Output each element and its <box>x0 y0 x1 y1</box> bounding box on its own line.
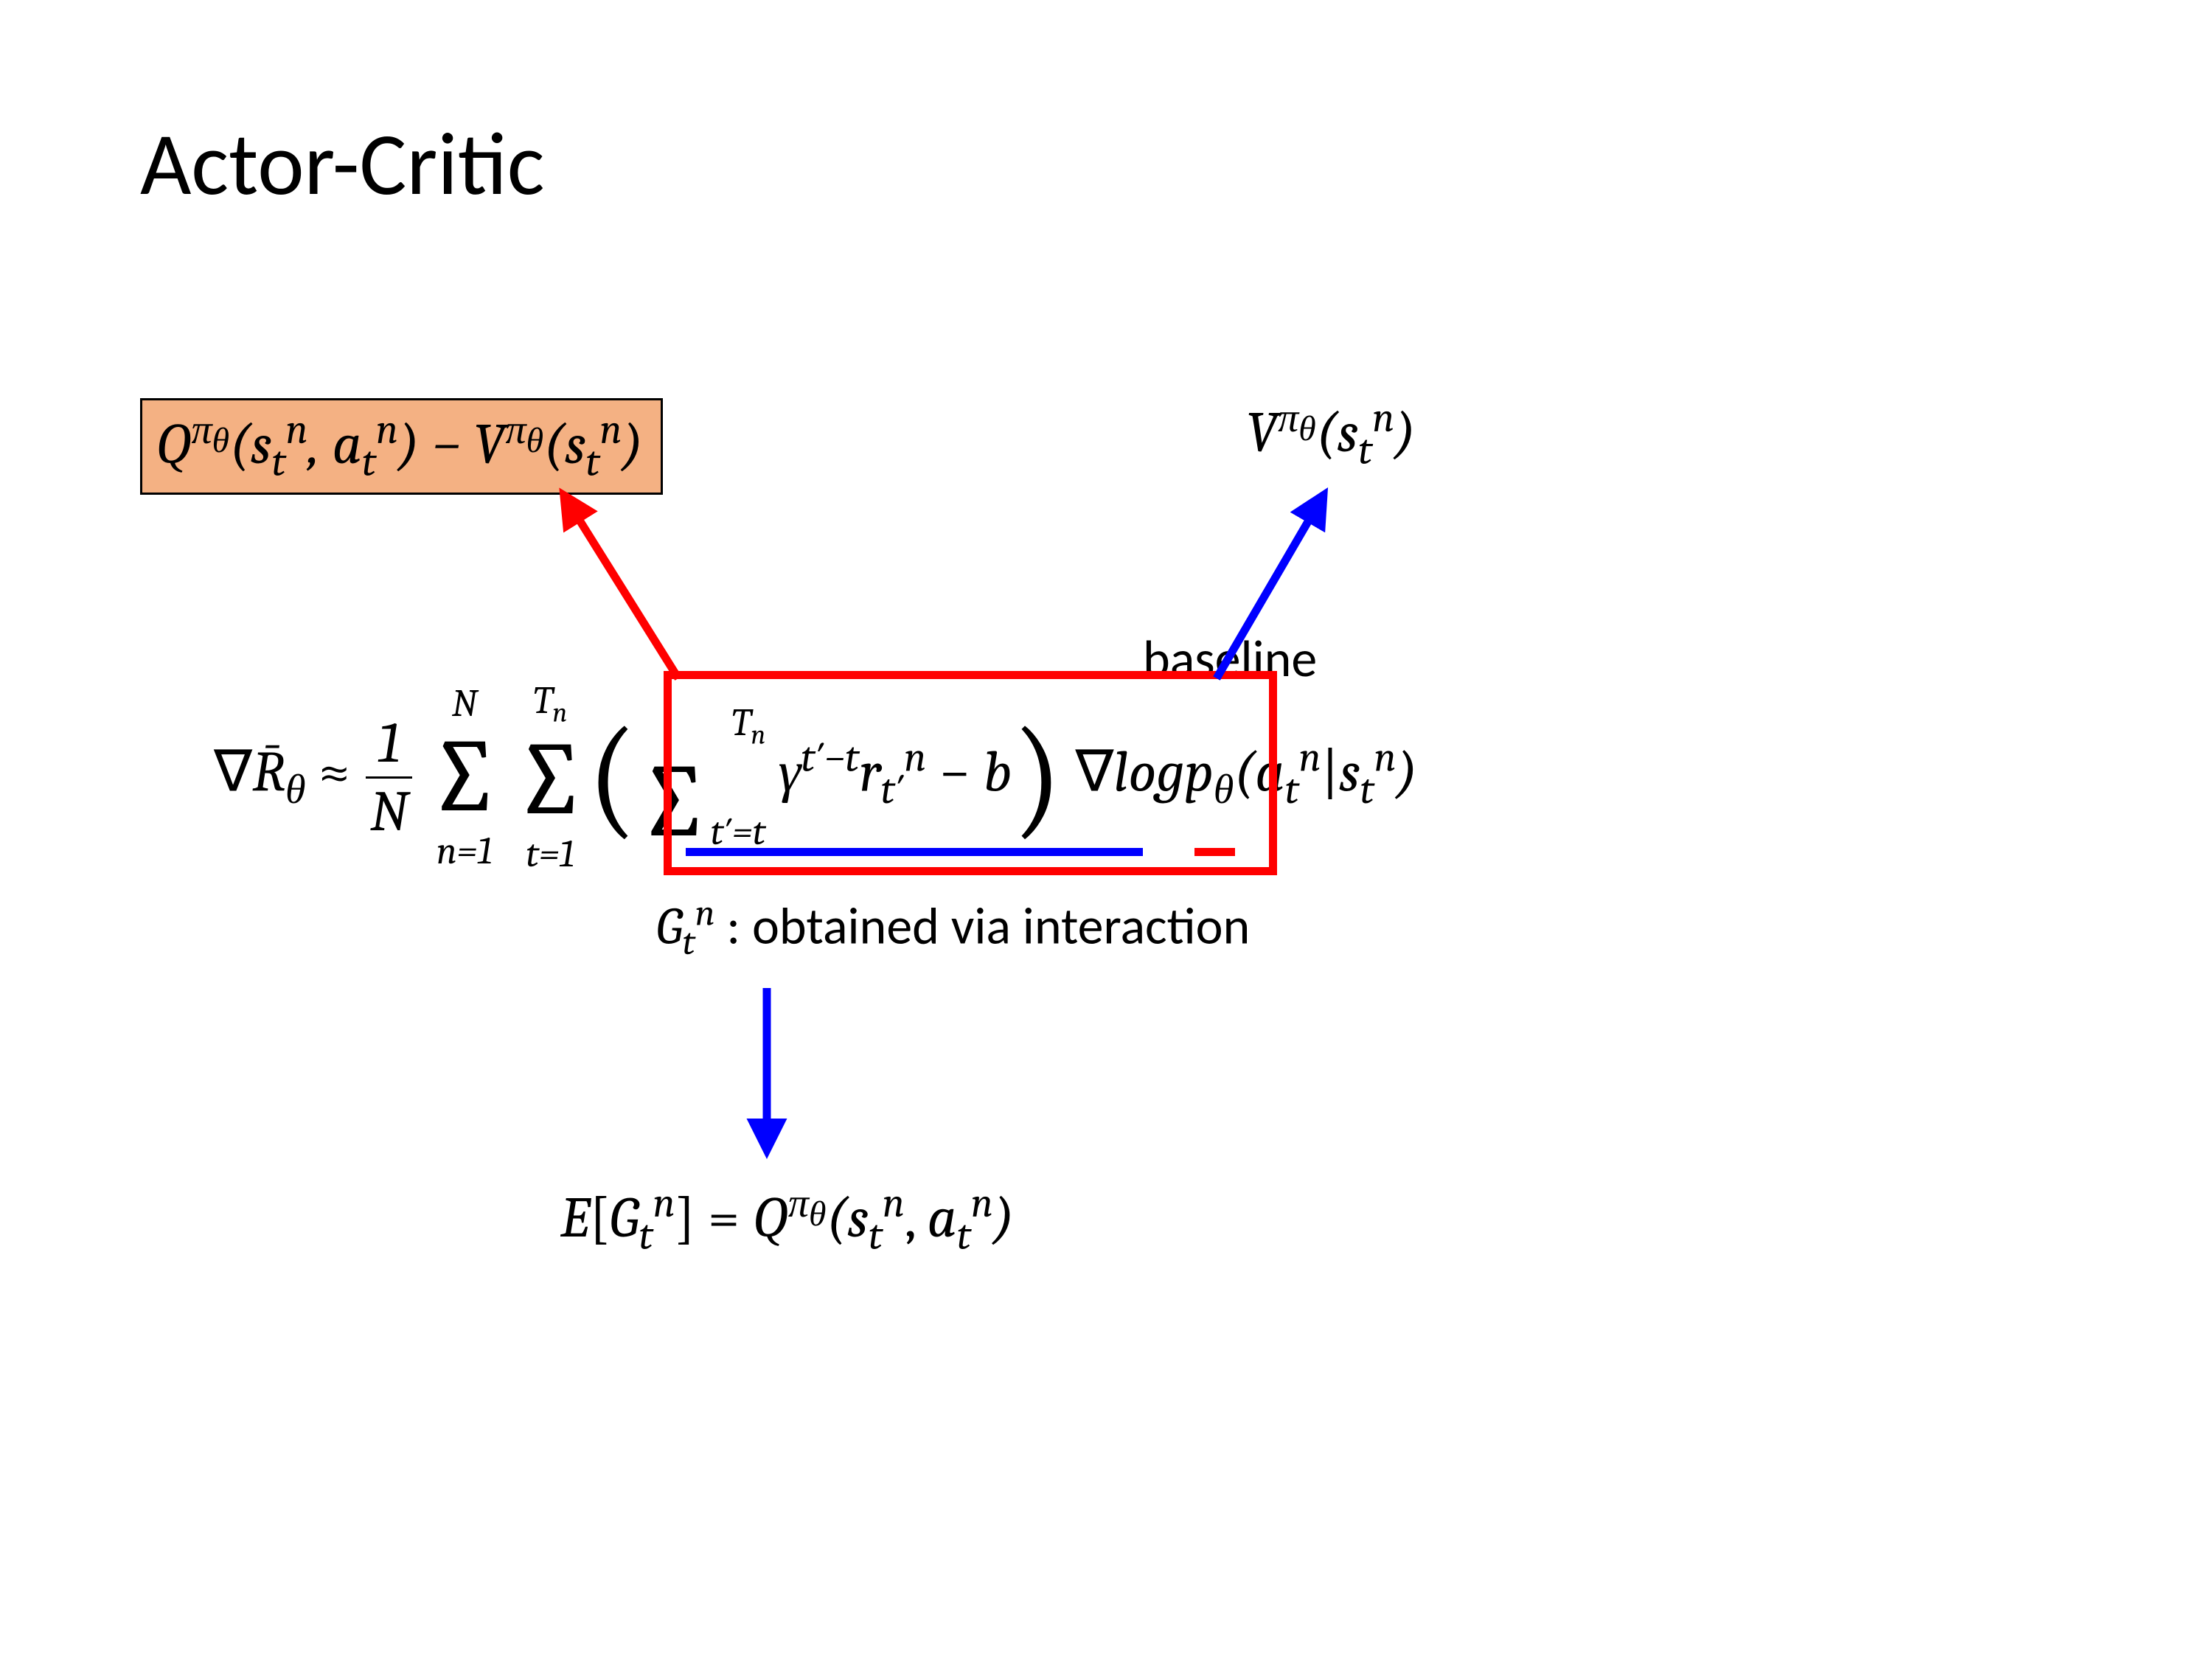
red-arrow-to-advantage <box>0 0 2212 1659</box>
